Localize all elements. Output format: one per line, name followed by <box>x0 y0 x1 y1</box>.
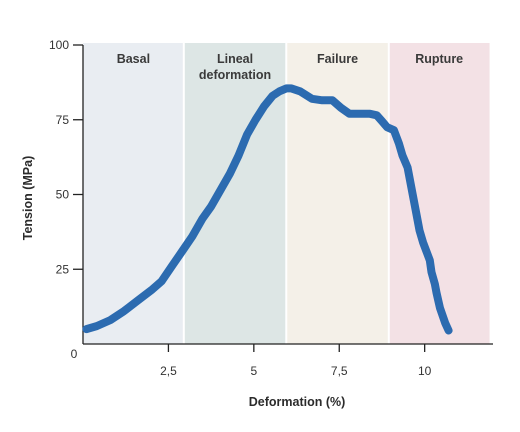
region-label-failure: Failure <box>317 52 358 66</box>
region-labels: Basal Lineal deformation Failure Rupture <box>117 52 463 82</box>
region-band-basal <box>83 43 184 344</box>
x-tick-label: 5 <box>250 364 257 378</box>
x-tick-label: 7,5 <box>331 364 348 378</box>
series-layer <box>82 84 453 335</box>
series-line <box>82 84 453 335</box>
origin-label: 0 <box>71 347 78 361</box>
y-axis-title: Tension (MPa) <box>21 156 35 241</box>
x-tick-label: 10 <box>418 364 432 378</box>
x-axis-title: Deformation (%) <box>249 395 346 409</box>
y-tick-label: 50 <box>56 188 70 202</box>
axis-ticks: 25 50 75 100 2,5 5 7,5 10 <box>49 38 432 378</box>
region-label-lineal-2: deformation <box>199 68 271 82</box>
region-bands <box>83 43 490 344</box>
region-label-basal: Basal <box>117 52 150 66</box>
region-band-lineal <box>183 43 287 344</box>
region-label-rupture: Rupture <box>415 52 463 66</box>
x-tick-label: 2,5 <box>160 364 177 378</box>
y-tick-label: 25 <box>56 262 70 276</box>
region-label-lineal-1: Lineal <box>217 52 253 66</box>
y-tick-label: 75 <box>56 113 70 127</box>
y-tick-label: 100 <box>49 38 69 52</box>
